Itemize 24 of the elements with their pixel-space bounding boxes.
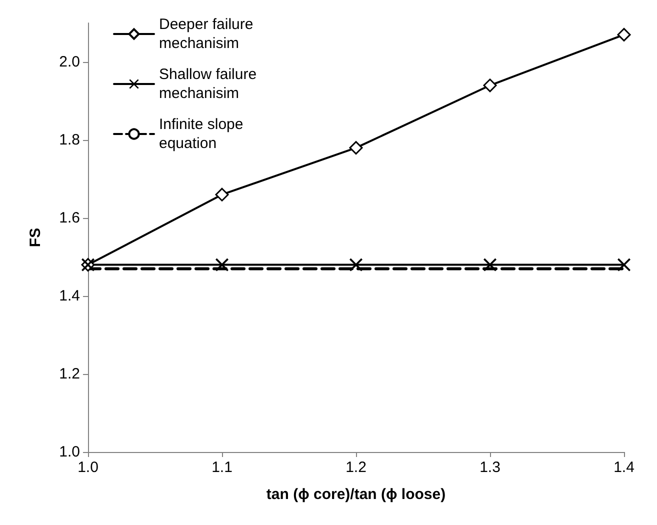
x-axis-title: tan (ϕ core)/tan (ϕ loose): [266, 486, 446, 503]
y-tick-label: 1.0: [59, 444, 80, 460]
y-tick-label: 2.0: [59, 54, 80, 70]
legend-label: Deeper failure mechanisim: [159, 16, 258, 52]
y-tick-label: 1.8: [59, 132, 80, 148]
point: [349, 141, 363, 155]
x-tick-label: 1.0: [78, 459, 98, 476]
point: [483, 78, 497, 92]
y-tick-label: 1.4: [59, 288, 80, 304]
x-tick-label: 1.1: [212, 459, 232, 476]
x-tick-label: 1.4: [614, 459, 634, 476]
legend-label: Shallow failure mechanisim: [159, 66, 261, 102]
point: [350, 258, 362, 272]
legend-label: Infinite slope equation: [159, 116, 248, 152]
y-tick-label: 1.2: [59, 366, 80, 382]
y-axis-title: FS: [27, 228, 44, 248]
point: [617, 28, 631, 42]
point: [618, 258, 630, 272]
point: [484, 258, 496, 272]
x-tick-label: 1.2: [346, 459, 366, 476]
x-tick-label: 1.3: [480, 459, 500, 476]
point: [215, 188, 229, 202]
y-tick-label: 1.6: [59, 210, 80, 226]
point: [216, 258, 228, 272]
